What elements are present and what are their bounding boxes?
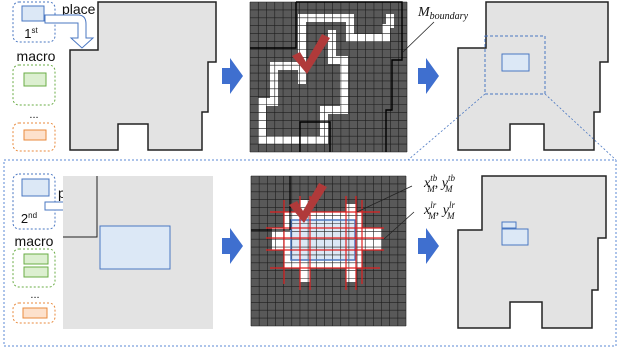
lr-coordinate-label: xlr M, ylr M: [423, 200, 455, 221]
right-arrow-icon: [418, 58, 439, 94]
bottom-result-region: [457, 175, 607, 329]
bottom-placed-macro: [99, 225, 171, 270]
bottom-ellipsis: ...: [30, 289, 39, 301]
top-green-macro: [23, 72, 47, 87]
top-grid-free-cells: [258, 14, 394, 144]
top-first-macro: [21, 5, 45, 22]
boundary-leader-line: [402, 21, 435, 53]
bottom-grid-boundary: [251, 176, 291, 231]
bottom-green-macro-1: [23, 253, 49, 265]
tb-leader-line: [356, 185, 413, 213]
boundary-annotation: Mboundary: [402, 5, 469, 53]
bottom-green-macro-2: [23, 266, 49, 278]
right-arrow-icon: [418, 228, 439, 264]
check-mark-icon: [292, 34, 330, 74]
overlap-red-lines: [266, 196, 384, 290]
top-placed-macro: [501, 53, 530, 72]
bottom-macro-list: 2nd macro ...: [12, 173, 56, 324]
top-macro-list: 1st macro ...: [12, 1, 56, 152]
bottom-step-number: 2nd: [21, 211, 37, 226]
curved-arrow-icon: [44, 14, 95, 49]
overlap-forbidden-area: [291, 220, 355, 260]
top-place-label: place: [62, 1, 96, 17]
bottom-grid-lines: [250, 175, 407, 327]
right-arrow-icon: [222, 228, 243, 264]
top-grid-lines: [249, 1, 408, 153]
top-orange-macro: [23, 129, 47, 141]
bottom-orange-macro: [22, 307, 48, 319]
bottom-empty-region: [63, 176, 213, 329]
top-macro-label: macro: [17, 48, 56, 64]
bottom-macro-label: macro: [15, 233, 54, 249]
top-green-macro-group: [12, 64, 56, 106]
top-place-annotation: place: [44, 1, 96, 49]
bottom-green-macro-group: [12, 248, 56, 288]
top-empty-region: [69, 1, 217, 151]
top-zoom-box: [484, 35, 546, 95]
top-ellipsis: ...: [29, 109, 38, 121]
bottom-result-second-macro: [501, 228, 529, 246]
check-mark-icon: [289, 183, 327, 223]
lr-leader-line: [383, 211, 415, 240]
tb-coordinate-label: xtb M, ytb M: [423, 173, 455, 194]
zoom-line-right: [544, 93, 617, 161]
bottom-second-macro: [21, 178, 50, 197]
coordinate-annotations: xtb M, ytb M xlr M, ylr M: [356, 173, 455, 240]
zoom-line-left: [407, 93, 486, 161]
top-grid-boundary: [250, 1, 403, 152]
bottom-placement-grid: [250, 175, 407, 327]
top-placement-grid: [249, 1, 408, 153]
bottom-result-first-macro: [501, 221, 517, 229]
top-step-number: 1st: [24, 26, 38, 41]
boundary-label: Mboundary: [417, 5, 469, 22]
right-arrow-icon: [222, 58, 243, 94]
top-result-region: [407, 1, 617, 161]
bottom-panel-frame: [3, 159, 617, 347]
